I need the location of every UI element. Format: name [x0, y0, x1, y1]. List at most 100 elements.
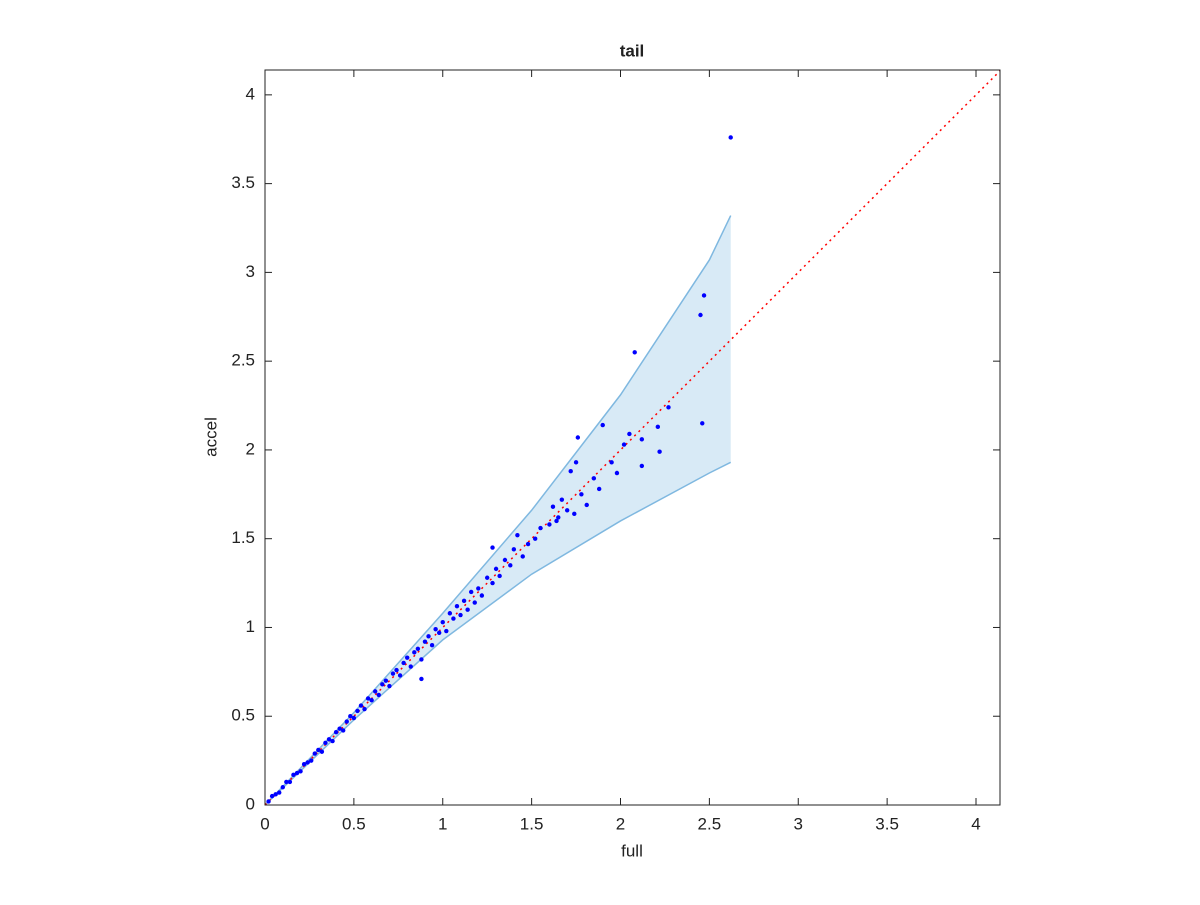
scatter-point [351, 715, 357, 721]
scatter-point [701, 293, 707, 298]
scatter-point [700, 421, 705, 426]
scatter-point [358, 703, 364, 708]
scatter-point [419, 657, 424, 662]
x-axis-label: full [621, 841, 643, 860]
scatter-point [422, 639, 428, 644]
scatter-point [479, 593, 485, 598]
x-tick-label: 0 [260, 814, 269, 833]
x-tick-label: 1.5 [520, 814, 544, 833]
scatter-point [330, 738, 335, 744]
scatter-point [277, 790, 282, 795]
scatter-point [280, 785, 285, 790]
scatter-point [323, 740, 328, 746]
scatter-point [609, 460, 614, 465]
scatter-point [405, 655, 410, 660]
scatter-point [433, 627, 438, 632]
scatter-point [284, 779, 289, 785]
scatter-point [451, 616, 456, 621]
scatter-point [287, 779, 293, 785]
scatter-point [550, 504, 556, 509]
scatter-point [444, 628, 449, 634]
scatter-point [596, 486, 602, 492]
scatter-point [341, 728, 346, 733]
x-tick-label: 4 [971, 814, 980, 833]
scatter-point [493, 566, 499, 572]
scatter-point [657, 449, 662, 454]
scatter-point [532, 536, 538, 541]
scatter-point [333, 730, 339, 735]
y-tick-label: 1.5 [231, 528, 255, 547]
scatter-point [266, 799, 271, 804]
plot-frame [264, 69, 1001, 806]
scatter-point [383, 678, 389, 683]
scatter-point [298, 769, 303, 774]
y-tick-label: 3.5 [231, 173, 255, 192]
scatter-point [639, 463, 645, 469]
scatter-point [394, 667, 399, 673]
scatter-point [476, 586, 481, 591]
scatter-point [436, 630, 442, 635]
y-tick-label: 1 [246, 617, 255, 636]
x-tick-label: 3.5 [875, 814, 899, 833]
scatter-point [273, 792, 278, 797]
scatter-point [572, 511, 577, 517]
scatter-point [666, 405, 671, 410]
scatter-point [621, 442, 627, 447]
scatter-point [573, 460, 579, 465]
scatter-point [373, 689, 378, 694]
scatter-point [568, 469, 573, 474]
scatter-point [728, 135, 733, 140]
scatter-point [627, 431, 632, 437]
y-tick-label: 2.5 [231, 351, 255, 370]
scatter-point [556, 515, 561, 520]
scatter-point [401, 660, 406, 666]
y-tick-label: 2 [246, 439, 255, 458]
scatter-point [415, 646, 421, 651]
scatter-point [508, 563, 513, 568]
scatter-point [408, 664, 413, 669]
scatter-point [294, 770, 300, 776]
x-tick-label: 2.5 [698, 814, 722, 833]
scatter-point [632, 350, 637, 355]
scatter-point [525, 541, 531, 547]
scatter-point [520, 554, 525, 559]
y-tick-label: 0.5 [231, 706, 255, 725]
scatter-point [497, 573, 502, 579]
scatter-point [305, 760, 310, 765]
scatter-point [614, 470, 620, 476]
y-tick-label: 3 [246, 262, 255, 281]
scatter-point [564, 508, 570, 513]
scatter-point [309, 758, 314, 763]
scatter-point [502, 557, 508, 563]
scatter-point [655, 424, 661, 430]
scatter-point [490, 545, 495, 550]
scatter-point [387, 683, 392, 689]
scatter-point [698, 312, 703, 318]
scatter-point [465, 607, 470, 612]
y-tick-label: 0 [246, 794, 255, 813]
scatter-point [316, 747, 321, 753]
scatter-point [515, 532, 520, 538]
scatter-point [440, 619, 445, 625]
scatter-point [380, 682, 385, 687]
scatter-point [376, 692, 381, 698]
confidence-band [265, 215, 731, 805]
scatter-point [390, 671, 396, 676]
scatter-point [454, 603, 460, 609]
scatter-point [579, 492, 584, 497]
scatter-point [458, 612, 463, 618]
scatter-point [344, 719, 349, 724]
scatter-point [412, 650, 417, 655]
scatter-point [559, 497, 565, 502]
scatter-point [575, 435, 581, 440]
scatter-point [484, 575, 490, 580]
scatter-point [591, 476, 597, 481]
scatter-point [461, 598, 467, 604]
x-tick-label: 0.5 [342, 814, 366, 833]
y-tick-label: 4 [246, 84, 255, 103]
reference-line [264, 70, 1001, 806]
scatter-point [348, 714, 353, 719]
scatter-point [369, 698, 374, 703]
scatter-point [269, 793, 275, 799]
